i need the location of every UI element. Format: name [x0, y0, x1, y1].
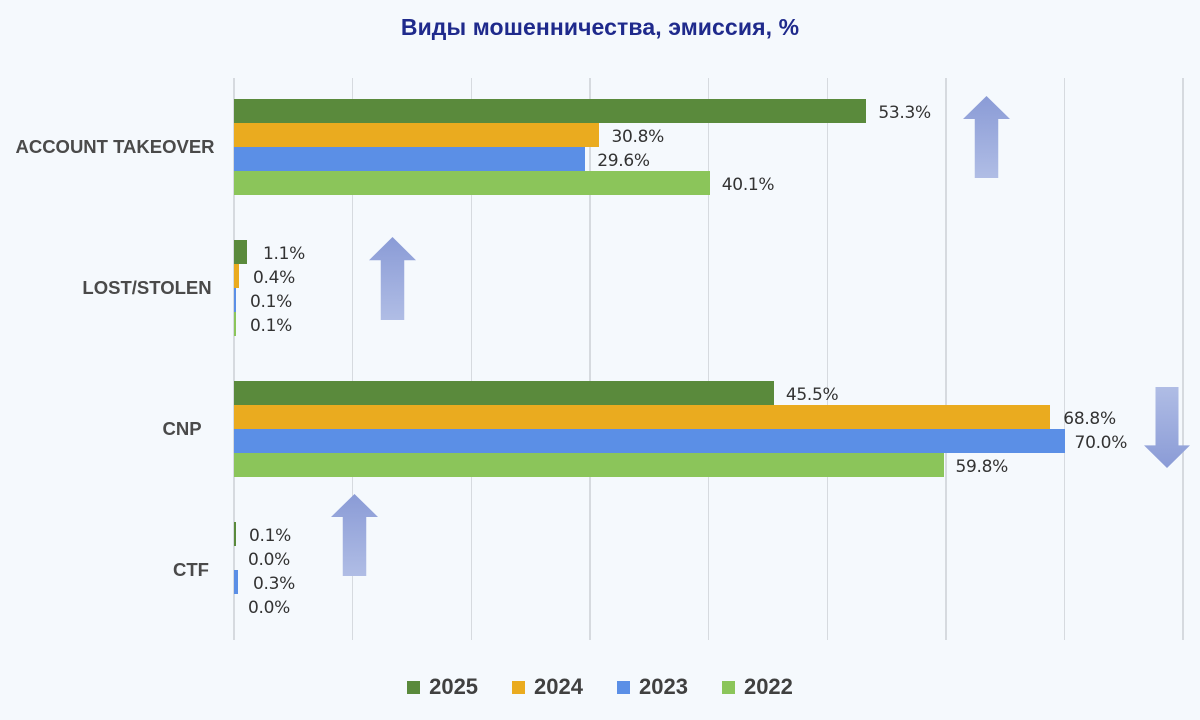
- data-label: 0.0%: [248, 550, 290, 570]
- legend: 2025 2024 2023 2022: [0, 674, 1200, 700]
- bar-2023: [234, 288, 236, 312]
- data-label: 59.8%: [955, 457, 1009, 477]
- bar-2023: [234, 147, 586, 171]
- legend-swatch: [721, 680, 735, 694]
- bar-2023: [234, 570, 238, 594]
- bar-2025: [234, 381, 774, 405]
- arrow-up-icon: [963, 96, 1010, 183]
- gridline: [233, 78, 235, 640]
- data-label: 68.8%: [1063, 409, 1116, 429]
- gridline: [1182, 78, 1184, 640]
- gridline: [470, 78, 473, 640]
- data-label: 70.0%: [1074, 433, 1128, 453]
- bar-2024: [234, 264, 239, 288]
- data-label: 0.0%: [248, 598, 290, 618]
- bar-2023: [234, 429, 1065, 453]
- legend-item: 2025: [407, 674, 478, 700]
- bar-2025: [234, 99, 867, 123]
- data-label: 0.3%: [253, 574, 295, 594]
- data-label: 53.3%: [878, 103, 931, 123]
- legend-swatch: [617, 680, 630, 694]
- category-label: CTF: [173, 559, 209, 580]
- gridline: [826, 78, 828, 640]
- legend-item: 2022: [721, 674, 793, 700]
- bar-2024: [234, 405, 1051, 429]
- arrow-up-icon: [331, 494, 378, 581]
- legend-label: 2023: [639, 674, 688, 699]
- bar-2022: [234, 312, 236, 336]
- legend-label: 2025: [429, 674, 479, 699]
- category-label: ACCOUNT TAKEOVER: [15, 136, 215, 157]
- data-label: 30.8%: [611, 127, 664, 147]
- data-label: 0.1%: [249, 526, 291, 546]
- data-label: 0.1%: [250, 292, 292, 312]
- gridline: [945, 78, 947, 640]
- gridline: [1063, 78, 1066, 640]
- bar-2024: [234, 123, 600, 147]
- bar-2022: [234, 171, 710, 195]
- bar-2025: [234, 522, 236, 546]
- gridline: [707, 78, 710, 640]
- category-label: LOST/STOLEN: [82, 277, 212, 298]
- legend-swatch: [407, 680, 421, 694]
- data-label: 1.1%: [263, 244, 305, 264]
- data-label: 45.5%: [785, 385, 839, 405]
- data-label: 0.4%: [253, 268, 295, 288]
- arrow-down-icon: [1144, 387, 1190, 473]
- legend-item: 2023: [617, 674, 688, 700]
- bar-2025: [234, 240, 248, 264]
- gridline: [589, 78, 591, 640]
- legend-label: 2024: [534, 674, 583, 699]
- data-label: 40.1%: [721, 175, 775, 195]
- gridline: [351, 78, 354, 640]
- data-label: 29.6%: [597, 151, 650, 171]
- arrow-up-icon: [369, 237, 416, 325]
- chart-title: Виды мошенничества, эмиссия, %: [400, 14, 800, 40]
- category-label: CNP: [162, 418, 202, 439]
- data-label: 0.1%: [250, 316, 292, 336]
- bar-2022: [234, 453, 944, 477]
- legend-label: 2022: [743, 674, 793, 699]
- legend-item: 2024: [512, 674, 583, 700]
- legend-swatch: [512, 680, 526, 694]
